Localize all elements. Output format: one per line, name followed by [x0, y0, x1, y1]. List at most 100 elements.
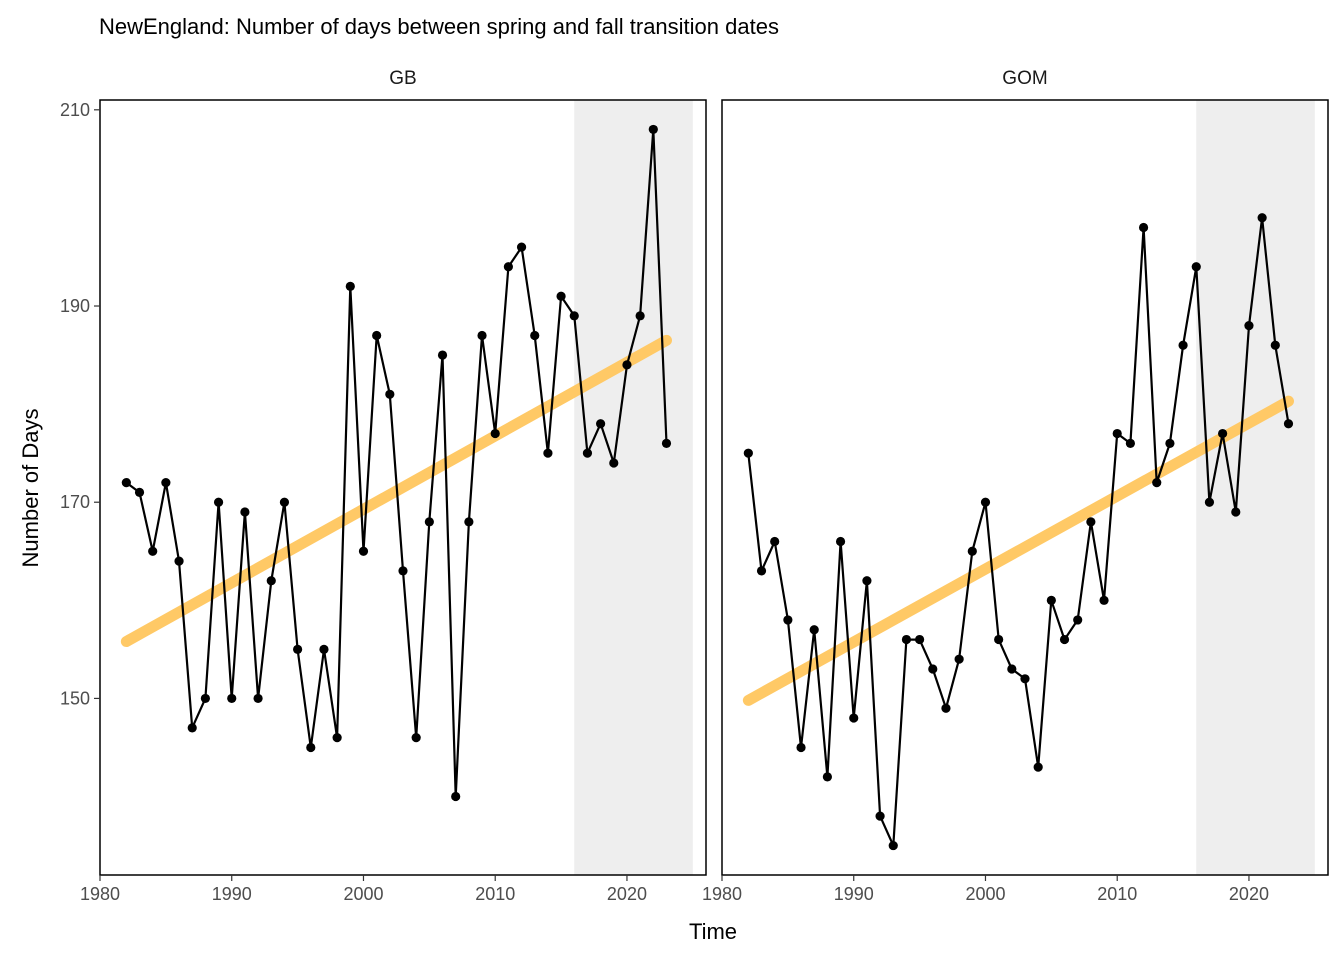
panel-gb: GB 1980 1990 2000 2010 2020 150 170 190 210 [60, 68, 707, 904]
data-point [543, 448, 553, 458]
x-tick-label: 2010 [1097, 884, 1137, 904]
data-point [451, 791, 461, 802]
shaded-region [574, 100, 693, 875]
data-point [240, 507, 250, 517]
panel-border [721, 99, 1329, 876]
data-point [1086, 517, 1096, 527]
data-point [213, 497, 224, 507]
data-point [1152, 477, 1162, 488]
data-point [1033, 762, 1043, 772]
x-tick-label: 1990 [212, 884, 252, 904]
series-line [747, 216, 1290, 847]
y-axis-title: Number of Days [18, 409, 43, 568]
data-point [1099, 595, 1109, 605]
data-point [980, 497, 991, 507]
data-point [134, 487, 145, 498]
data-point [121, 477, 131, 488]
data-point [398, 566, 408, 576]
data-point [835, 536, 846, 547]
data-point [385, 389, 395, 399]
data-point [1270, 340, 1280, 350]
x-tick-label: 2020 [1229, 884, 1269, 904]
data-point [345, 281, 355, 291]
data-point [954, 654, 964, 664]
data-point [888, 840, 898, 851]
data-point [609, 458, 619, 468]
data-point [530, 330, 540, 341]
data-point [411, 733, 421, 743]
x-axis-title: Time [689, 919, 737, 944]
chart-title: NewEngland: Number of days between sprin… [99, 14, 779, 39]
data-point [266, 576, 276, 586]
data-point [783, 615, 793, 625]
data-point [1138, 222, 1149, 233]
data-point [148, 546, 158, 556]
data-point [1257, 213, 1267, 223]
data-point [901, 634, 912, 645]
y-tick-label: 190 [60, 296, 90, 316]
strip-label-gom: GOM [1002, 68, 1047, 89]
data-point [1020, 674, 1030, 684]
data-point [1125, 438, 1135, 448]
x-tick-label: 2000 [965, 884, 1005, 904]
x-tick-label: 2000 [343, 884, 383, 904]
y-tick-label: 210 [60, 100, 90, 120]
data-point [582, 448, 593, 458]
data-point [227, 693, 237, 704]
data-point [809, 625, 819, 635]
x-tick-label: 2020 [607, 884, 647, 904]
data-point [994, 634, 1004, 645]
data-point [174, 556, 184, 566]
data-point [770, 536, 780, 547]
data-point [332, 733, 342, 743]
data-point [1231, 507, 1241, 517]
data-point [1007, 664, 1017, 674]
panels: GB 1980 1990 2000 2010 2020 150 170 190 210 GOM 198… [60, 68, 1329, 904]
data-point [319, 644, 329, 654]
data-point [503, 262, 513, 272]
data-point [187, 723, 197, 733]
x-tick-label: 1980 [702, 884, 742, 904]
data-point [967, 546, 977, 556]
data-point [622, 360, 632, 370]
data-point [556, 291, 566, 301]
data-point [1244, 321, 1254, 331]
data-point [796, 742, 806, 753]
data-point [477, 330, 487, 341]
data-point [1178, 340, 1188, 350]
series-line [125, 128, 668, 798]
data-point [306, 742, 316, 753]
panel-border [99, 99, 707, 876]
data-point [756, 566, 767, 576]
data-point [1059, 634, 1070, 645]
data-point [490, 428, 500, 439]
data-point [1046, 595, 1056, 605]
data-point [596, 419, 606, 429]
trend-line [742, 395, 1294, 706]
x-tick-label: 2010 [475, 884, 515, 904]
x-tick-label: 1990 [834, 884, 874, 904]
data-point [1191, 262, 1201, 272]
data-point [200, 693, 210, 704]
y-tick-label: 150 [60, 688, 90, 708]
shaded-region [1196, 100, 1315, 875]
data-point [915, 634, 925, 645]
data-point [862, 576, 872, 586]
data-point [279, 497, 290, 507]
data-point [661, 438, 672, 448]
data-point [875, 811, 885, 821]
data-point [516, 242, 527, 252]
data-point [635, 311, 645, 321]
x-tick-label: 1980 [80, 884, 120, 904]
data-point [849, 713, 859, 723]
data-point [941, 703, 951, 713]
data-point [424, 517, 434, 527]
data-point [437, 350, 448, 360]
strip-label-gb: GB [389, 68, 416, 89]
data-point [293, 644, 303, 654]
data-point [928, 664, 938, 674]
data-point [822, 772, 832, 782]
data-point [1218, 428, 1228, 439]
data-point [358, 546, 369, 556]
data-point [569, 311, 579, 321]
